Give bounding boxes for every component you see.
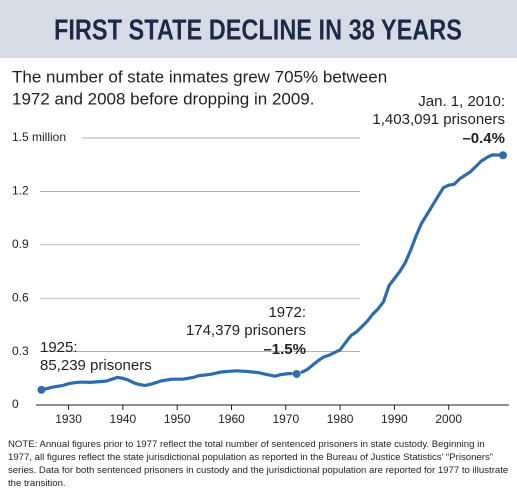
subtitle: The number of state inmates grew 705% be… [12,67,387,86]
annotation-text: 1,403,091 prisoners [372,111,505,128]
y-tick-label: 0.9 [12,237,29,251]
annotation-text: 174,379 prisoners [186,322,306,339]
y-tick-label: 0 [12,397,19,411]
annotation-dot [499,151,507,160]
subtitle: 1972 and 2008 before dropping in 2009. [12,89,314,108]
x-tick-label: 2000 [435,412,462,426]
x-tick-label: 1980 [327,412,354,426]
y-tick-label: 1.5 million [12,130,66,144]
annotation-text: 85,239 prisoners [40,357,152,374]
annotation-text: 1925: [40,339,78,356]
annotation-text: Jan. 1, 2010: [418,93,505,110]
chart: FIRST STATE DECLINE IN 38 YEARS The numb… [0,0,517,426]
series-line [39,369,293,392]
chart-title: FIRST STATE DECLINE IN 38 YEARS [54,15,462,47]
series-line [300,153,505,374]
annotation-dot [37,385,46,394]
x-tick-label: 1940 [110,412,137,426]
annotation-change: –1.5% [263,341,306,358]
y-tick-label: 1.2 [12,184,29,198]
x-tick-label: 1930 [55,412,82,426]
x-tick-label: 1990 [381,412,408,426]
x-tick-label: 1970 [272,412,299,426]
x-tick-label: 1960 [218,412,245,426]
title-band [0,0,517,58]
y-tick-label: 0.3 [12,344,29,358]
annotation-dot [292,369,301,378]
y-tick-label: 0.6 [12,290,29,304]
note: NOTE: Annual figures prior to 1977 refle… [8,439,509,489]
x-tick-label: 1950 [164,412,191,426]
annotation-change: –0.4% [462,130,505,147]
annotation-text: 1972: [268,304,306,321]
